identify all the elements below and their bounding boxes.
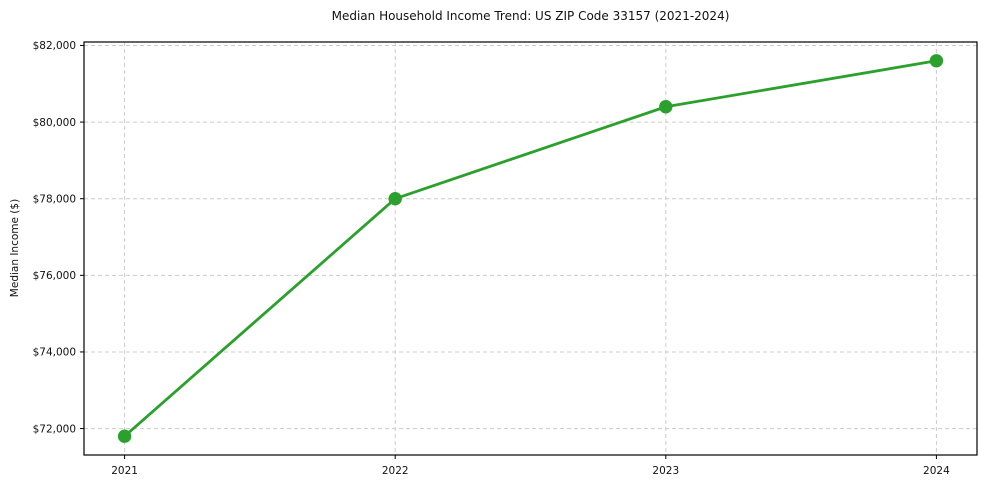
y-tick-label: $74,000 [33,347,76,359]
data-point-2024 [929,54,944,68]
y-tick-label: $80,000 [33,117,76,129]
data-point-2021 [117,429,132,443]
x-tick-label: 2022 [382,465,409,477]
data-point-2023 [659,100,673,114]
plot-border [83,41,978,456]
x-tick-label: 2021 [111,465,138,477]
y-tick-label: $82,000 [33,40,76,52]
y-tick-label: $76,000 [33,270,76,282]
x-tick-label: 2023 [652,465,679,477]
y-tick-label: $72,000 [33,423,76,435]
data-point-2022 [388,191,402,206]
y-tick-label: $78,000 [33,193,76,205]
x-tick-label: 2024 [923,465,950,477]
income-trend-line [123,59,938,438]
chart-title: Median Household Income Trend: US ZIP Co… [331,9,730,23]
